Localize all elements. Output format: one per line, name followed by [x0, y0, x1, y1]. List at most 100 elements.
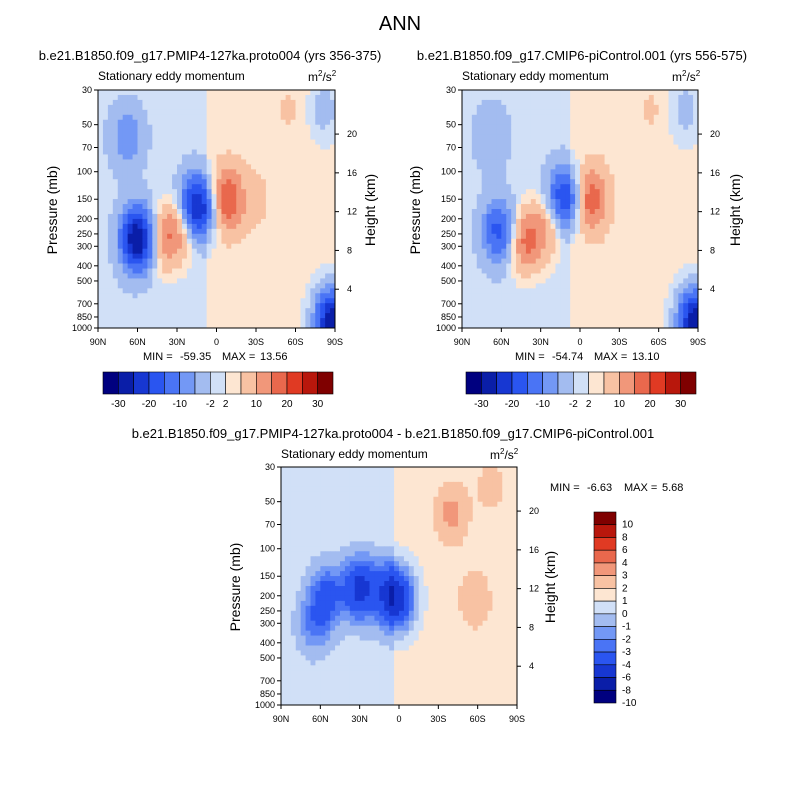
field-cell [565, 204, 571, 210]
field-cell [535, 129, 542, 136]
field-cell [589, 109, 596, 116]
field-cell [191, 308, 198, 314]
field-cell [540, 194, 546, 200]
field-cell [236, 149, 242, 155]
field-cell [196, 308, 203, 314]
field-cell [295, 109, 301, 116]
field-cell [614, 114, 620, 121]
y-tick-label: 300 [441, 241, 456, 251]
field-cell [122, 109, 129, 116]
field-cell [462, 194, 468, 200]
field-cell [599, 228, 605, 235]
field-cell [496, 124, 502, 131]
field-cell [511, 109, 517, 116]
field-cell [221, 174, 227, 180]
field-cell [545, 218, 551, 225]
field-cell [501, 213, 507, 220]
field-cell [157, 323, 163, 329]
field-cell [191, 273, 198, 279]
field-cell [117, 90, 124, 96]
field-cell [315, 323, 321, 329]
field-cell [580, 129, 586, 136]
field-cell [157, 303, 163, 309]
field-cell [310, 293, 316, 299]
field-cell [565, 223, 571, 230]
field-cell [575, 268, 581, 274]
field-cell [688, 288, 694, 294]
field-cell [506, 179, 512, 185]
field-cell [545, 233, 551, 240]
field-cell [142, 323, 148, 329]
field-cell [320, 258, 326, 264]
field-cell [147, 243, 153, 250]
field-cell [525, 263, 532, 269]
field-cell [634, 204, 640, 210]
field-cell [678, 129, 684, 136]
field-cell [506, 238, 512, 245]
field-cell [589, 144, 596, 150]
field-cell [486, 209, 492, 215]
field-cell [584, 94, 591, 101]
field-cell [275, 313, 282, 319]
field-cell [594, 114, 601, 121]
field-cell [678, 109, 684, 116]
field-cell [565, 94, 571, 101]
field-cell [496, 159, 502, 165]
field-cell [241, 139, 247, 145]
field-cell [589, 308, 596, 314]
field-cell [98, 263, 104, 269]
field-cell [467, 481, 474, 488]
field-cell [467, 476, 474, 483]
field-cell [270, 263, 277, 269]
field-cell [540, 94, 546, 101]
field-cell [167, 90, 173, 96]
field-cell [221, 144, 227, 150]
field-cell [102, 209, 109, 215]
field-cell [122, 263, 129, 269]
field-cell [270, 94, 277, 101]
field-cell [643, 90, 650, 96]
field-cell [545, 134, 551, 140]
field-cell [639, 293, 645, 299]
field-cell [525, 114, 532, 121]
field-cell [648, 323, 655, 329]
field-cell [648, 303, 655, 309]
field-cell [344, 486, 351, 493]
field-cell [281, 476, 287, 483]
colorbar-swatch [511, 371, 528, 395]
field-cell [241, 308, 247, 314]
field-cell [497, 471, 503, 478]
field-cell [648, 119, 655, 126]
field-cell [112, 323, 119, 329]
field-cell [658, 223, 664, 230]
field-cell [530, 233, 537, 240]
field-cell [560, 194, 566, 200]
field-cell [673, 228, 679, 235]
field-cell [206, 258, 212, 264]
field-cell [575, 263, 581, 269]
field-cell [653, 164, 660, 170]
field-cell [315, 199, 321, 205]
field-cell [315, 139, 321, 145]
field-cell [152, 223, 158, 230]
field-cell [325, 124, 331, 131]
field-cell [530, 99, 537, 106]
field-cell [545, 144, 551, 150]
field-cell [315, 194, 321, 200]
field-cell [152, 129, 158, 136]
field-cell [584, 124, 591, 131]
field-cell [167, 189, 173, 195]
field-cell [127, 109, 133, 116]
field-cell [683, 318, 689, 324]
field-cell [521, 298, 527, 304]
field-cell [280, 159, 287, 165]
field-cell [678, 144, 684, 150]
field-cell [167, 213, 173, 220]
field-cell [226, 228, 232, 235]
field-cell [653, 139, 660, 145]
field-cell [246, 263, 252, 269]
field-cell [231, 209, 237, 215]
field-cell [112, 248, 119, 255]
field-cell [609, 174, 615, 180]
field-cell [653, 288, 660, 294]
